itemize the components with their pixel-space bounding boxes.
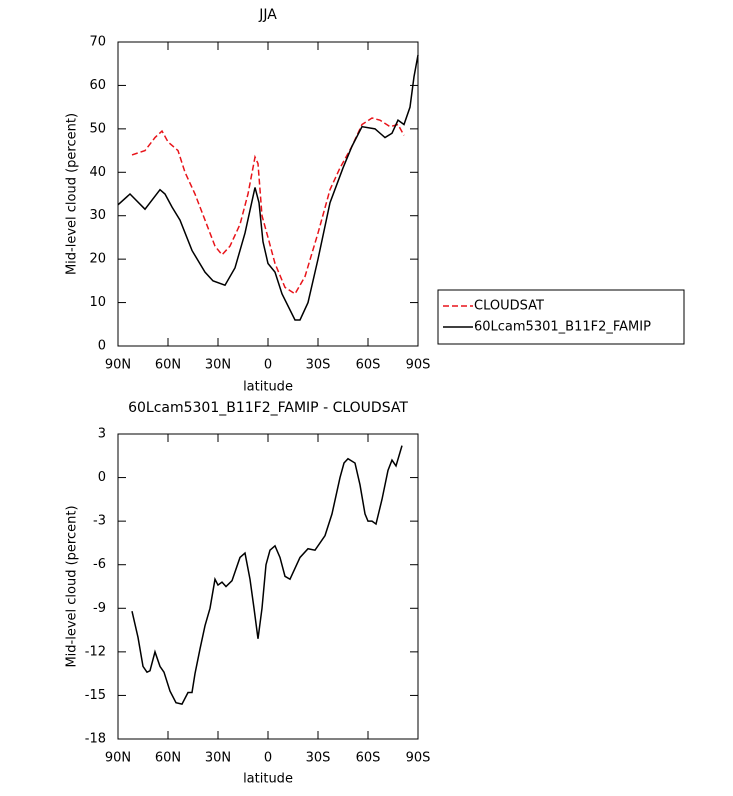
- x-tick-label: 90N: [105, 358, 131, 373]
- legend: CLOUDSAT 60Lcam5301_B11F2_FAMIP: [437, 289, 685, 345]
- x-tick-label: 90S: [406, 358, 431, 373]
- y-tick-label: 20: [89, 252, 106, 267]
- y-tick-label: 3: [98, 427, 106, 442]
- y-tick-label: 30: [89, 208, 106, 223]
- x-axis-label: latitude: [243, 772, 293, 787]
- chart-title: 60Lcam5301_B11F2_FAMIP - CLOUDSAT: [128, 400, 408, 416]
- chart-panel: JJA latitude Mid-level cloud (percent) 90N 6…: [65, 7, 685, 395]
- y-tick-label: 0: [98, 339, 106, 354]
- plot-frame: [117, 41, 419, 347]
- x-tick-label: 60S: [356, 358, 381, 373]
- x-tick-label: 60N: [155, 751, 181, 766]
- y-tick-label: 10: [89, 295, 106, 310]
- y-tick-label: -18: [85, 732, 106, 747]
- legend-label: 60Lcam5301_B11F2_FAMIP: [474, 320, 651, 335]
- x-tick-label: 60N: [155, 358, 181, 373]
- chart-panel: 60Lcam5301_B11F2_FAMIP - CLOUDSAT latitud…: [65, 400, 431, 787]
- y-axis-label: Mid-level cloud (percent): [65, 113, 80, 275]
- x-tick-label: 90N: [105, 751, 131, 766]
- x-tick-label: 0: [264, 751, 272, 766]
- y-tick-label: 0: [98, 470, 106, 485]
- y-tick-label: 40: [89, 165, 106, 180]
- y-axis-label: Mid-level cloud (percent): [65, 505, 80, 667]
- data-line: [131, 117, 405, 295]
- legend-box: [437, 289, 685, 345]
- x-tick-label: 90S: [406, 751, 431, 766]
- plot-frame: [117, 433, 419, 740]
- chart-title: JJA: [258, 7, 277, 23]
- x-tick-label: 30S: [306, 358, 331, 373]
- x-tick-label: 30S: [306, 751, 331, 766]
- y-tick-label: -6: [93, 557, 106, 572]
- data-line: [131, 445, 403, 706]
- y-tick-label: -15: [85, 688, 106, 703]
- y-tick-label: -3: [93, 514, 106, 529]
- x-tick-label: 30N: [205, 358, 231, 373]
- y-tick-label: 70: [89, 35, 106, 50]
- y-tick-label: -9: [93, 601, 106, 616]
- data-line: [117, 54, 419, 321]
- x-tick-label: 60S: [356, 751, 381, 766]
- x-tick-label: 30N: [205, 751, 231, 766]
- x-axis-label: latitude: [243, 380, 293, 395]
- y-tick-label: 60: [89, 78, 106, 93]
- y-tick-label: 50: [89, 121, 106, 136]
- x-tick-label: 0: [264, 358, 272, 373]
- y-tick-label: -12: [85, 644, 106, 659]
- legend-label: CLOUDSAT: [474, 299, 544, 314]
